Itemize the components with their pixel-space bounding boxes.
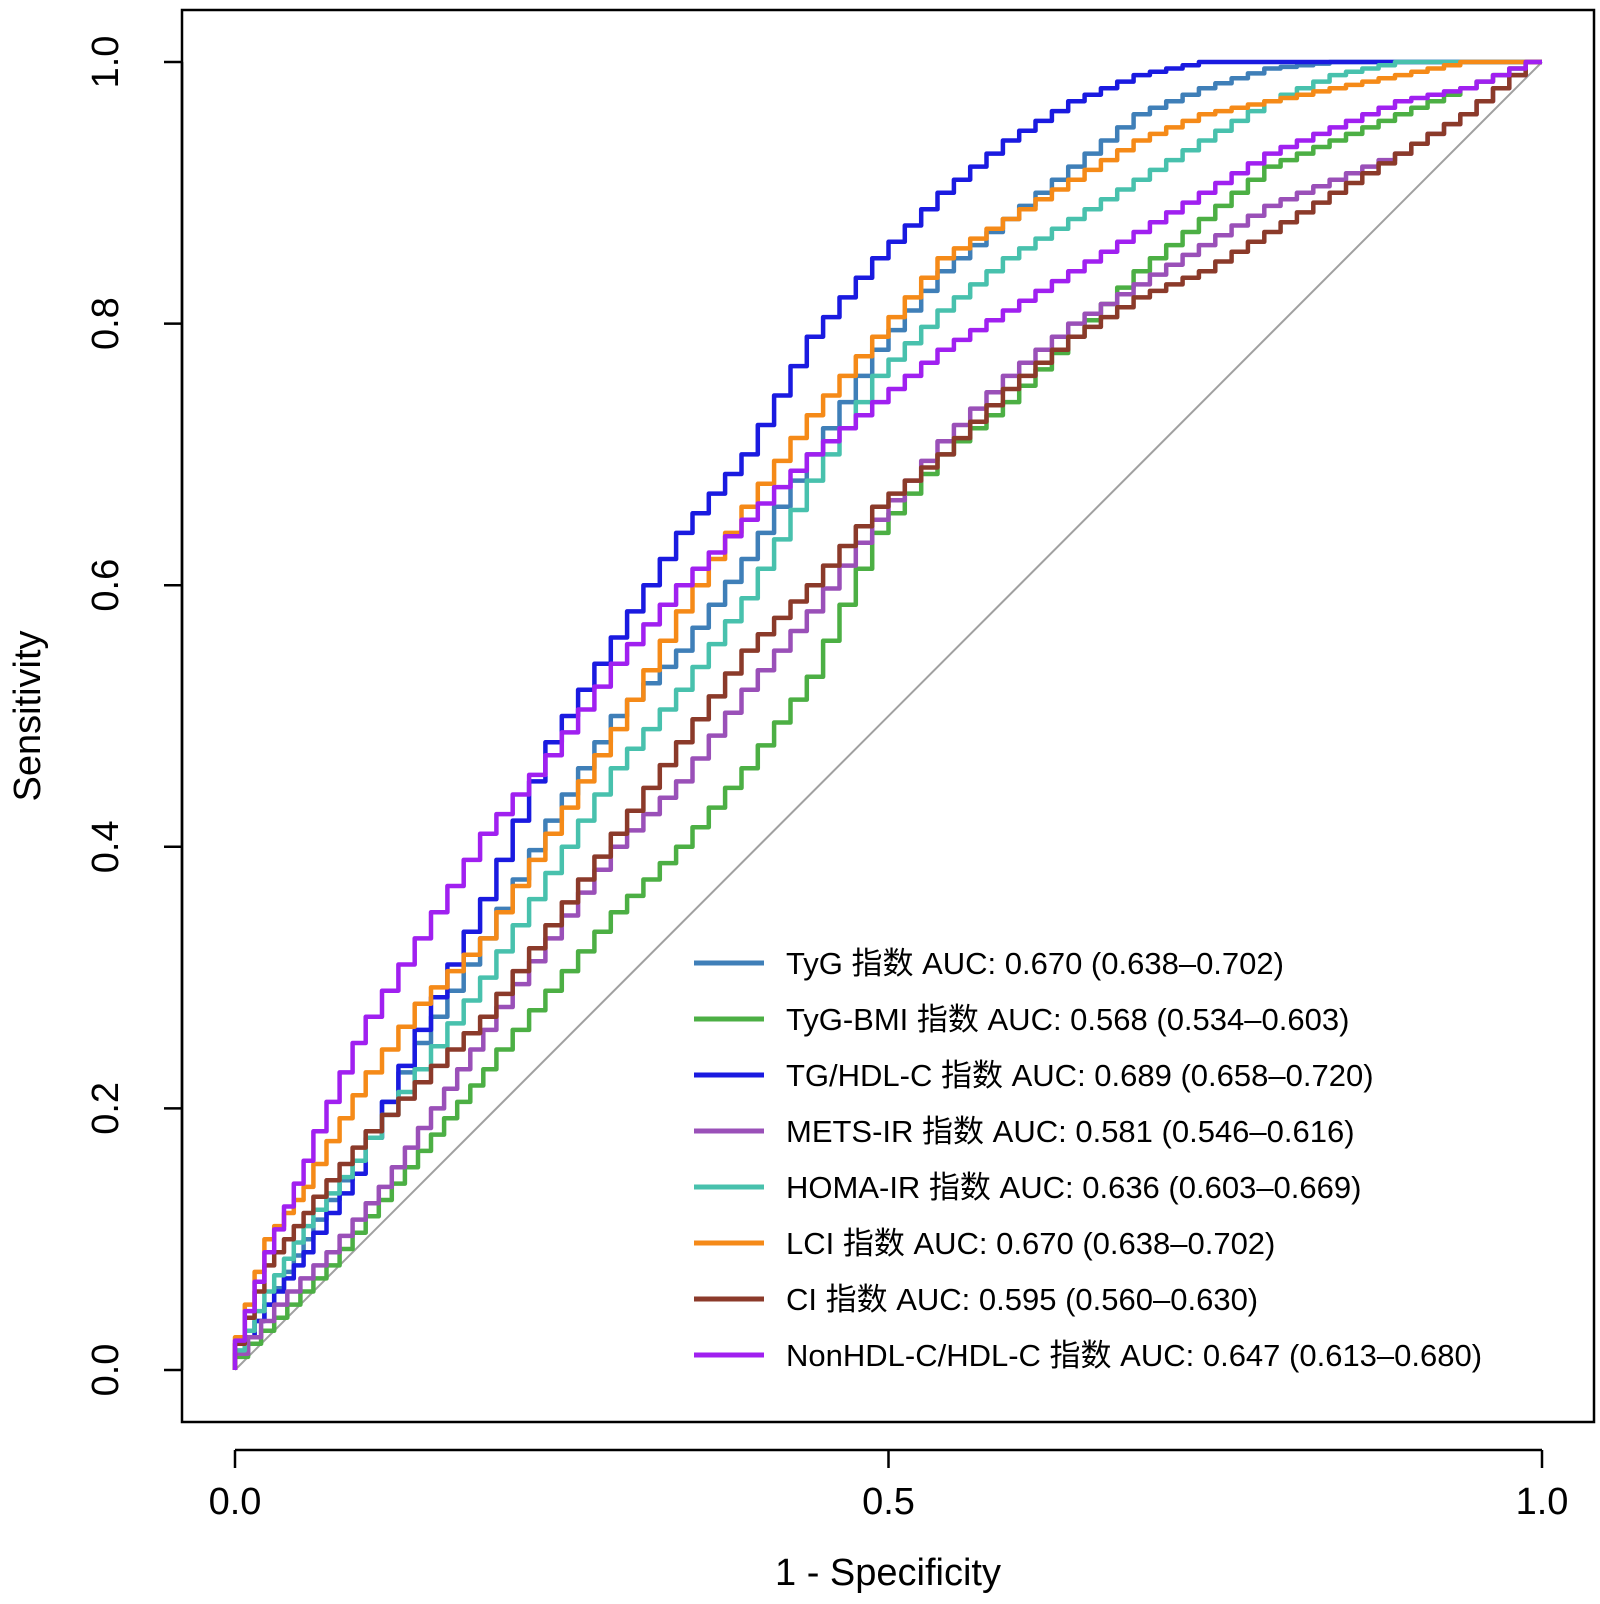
roc-curve-series-7 xyxy=(232,59,1542,1370)
legend-entry-label: TG/HDL-C 指数 AUC: 0.689 (0.658–0.720) xyxy=(786,1058,1374,1093)
y-axis-title: Sensitivity xyxy=(7,630,49,801)
roc-curve-series-6 xyxy=(232,59,1542,1370)
legend: TyG 指数 AUC: 0.670 (0.638–0.702) TyG-BMI 指… xyxy=(694,946,1482,1373)
legend-entry-label: NonHDL-C/HDL-C 指数 AUC: 0.647 (0.613–0.68… xyxy=(786,1338,1482,1373)
legend-entry-label: METS-IR 指数 AUC: 0.581 (0.546–0.616) xyxy=(786,1114,1355,1149)
x-axis: 0.0 0.5 1.0 1 - Specificity xyxy=(209,1448,1569,1594)
y-tick-label: 0.8 xyxy=(85,297,127,350)
roc-curves xyxy=(232,59,1542,1370)
y-tick-label: 1.0 xyxy=(85,36,127,89)
roc-curve-series-5 xyxy=(232,59,1542,1370)
legend-entry-label: TyG 指数 AUC: 0.670 (0.638–0.702) xyxy=(786,946,1284,981)
roc-curve-series-3 xyxy=(232,59,1542,1370)
x-tick-label: 1.0 xyxy=(1516,1481,1569,1523)
legend-entry-label: TyG-BMI 指数 AUC: 0.568 (0.534–0.603) xyxy=(786,1002,1349,1037)
y-tick-label: 0.4 xyxy=(85,820,127,873)
reference-diagonal xyxy=(234,61,1543,1371)
x-tick-label: 0.5 xyxy=(862,1481,915,1523)
y-tick-label: 0.6 xyxy=(85,559,127,612)
y-axis: 0.0 0.2 0.4 0.6 0.8 1.0 Sensitivity xyxy=(7,36,184,1397)
legend-entry-label: CI 指数 AUC: 0.595 (0.560–0.630) xyxy=(786,1282,1258,1317)
y-tick-label: 0.0 xyxy=(85,1344,127,1397)
legend-entry-label: LCI 指数 AUC: 0.670 (0.638–0.702) xyxy=(786,1226,1275,1261)
legend-entry-label: HOMA-IR 指数 AUC: 0.636 (0.603–0.669) xyxy=(786,1170,1361,1205)
roc-curve-series-1 xyxy=(232,59,1542,1370)
reference-line-layer xyxy=(234,61,1543,1371)
x-axis-title: 1 - Specificity xyxy=(775,1552,1001,1594)
y-tick-label: 0.2 xyxy=(85,1082,127,1135)
x-tick-label: 0.0 xyxy=(209,1481,262,1523)
